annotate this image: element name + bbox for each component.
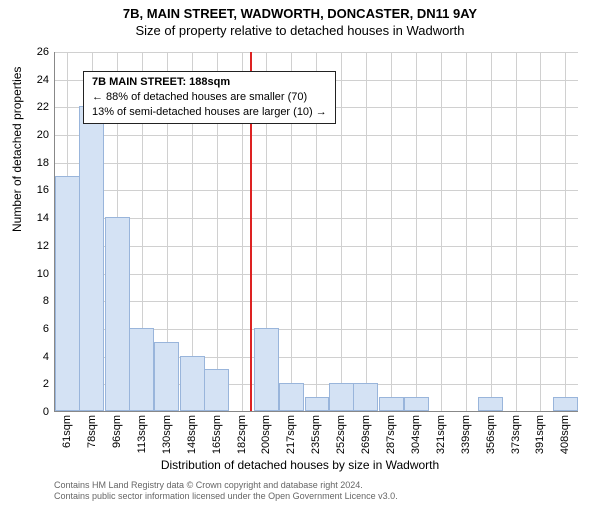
y-tick-label: 10 (37, 268, 49, 280)
x-tick-label: 113sqm (136, 415, 148, 453)
gridline-vertical (416, 52, 417, 411)
x-tick-label: 165sqm (211, 415, 223, 454)
histogram-bar (478, 397, 503, 411)
x-tick-label: 200sqm (260, 415, 272, 454)
histogram-bar (329, 383, 354, 411)
gridline-vertical (366, 52, 367, 411)
annotation-line-smaller: ← 88% of detached houses are smaller (70… (92, 90, 327, 105)
histogram-bar (305, 397, 330, 411)
histogram-bar (154, 342, 179, 411)
footer-attribution: Contains HM Land Registry data © Crown c… (54, 480, 398, 502)
gridline-vertical (540, 52, 541, 411)
histogram-bar (204, 369, 229, 411)
histogram-bar (79, 106, 104, 411)
x-tick-label: 408sqm (559, 415, 571, 454)
y-tick-label: 12 (37, 240, 49, 252)
y-axis-label: Number of detached properties (10, 67, 24, 232)
x-tick-label: 61sqm (61, 415, 73, 448)
y-tick-label: 2 (43, 378, 49, 390)
x-tick-label: 287sqm (385, 415, 397, 454)
page-subtitle: Size of property relative to detached ho… (0, 23, 600, 38)
x-tick-label: 339sqm (460, 415, 472, 454)
histogram-bar (129, 328, 154, 411)
footer-line2: Contains public sector information licen… (54, 491, 398, 502)
page-title-address: 7B, MAIN STREET, WADWORTH, DONCASTER, DN… (0, 6, 600, 21)
y-tick-label: 22 (37, 101, 49, 113)
gridline-vertical (466, 52, 467, 411)
x-tick-label: 148sqm (186, 415, 198, 454)
x-tick-label: 217sqm (285, 415, 297, 454)
chart-area: 0246810121416182022242661sqm78sqm96sqm11… (54, 52, 578, 412)
x-tick-label: 96sqm (111, 415, 123, 448)
histogram-bar (279, 383, 304, 411)
histogram-bar (180, 356, 205, 411)
x-tick-label: 78sqm (86, 415, 98, 448)
histogram-bar (353, 383, 378, 411)
y-tick-label: 18 (37, 157, 49, 169)
histogram-bar (254, 328, 279, 411)
y-tick-label: 16 (37, 184, 49, 196)
footer-line1: Contains HM Land Registry data © Crown c… (54, 480, 398, 491)
histogram-bar (404, 397, 429, 411)
x-axis-label: Distribution of detached houses by size … (0, 458, 600, 472)
x-tick-label: 269sqm (360, 415, 372, 454)
x-tick-label: 252sqm (335, 415, 347, 454)
x-tick-label: 356sqm (485, 415, 497, 454)
y-tick-label: 26 (37, 46, 49, 58)
annotation-line-larger: 13% of semi-detached houses are larger (… (92, 105, 327, 120)
y-tick-label: 14 (37, 212, 49, 224)
annotation-title: 7B MAIN STREET: 188sqm (92, 75, 327, 90)
x-tick-label: 130sqm (161, 415, 173, 454)
x-tick-label: 304sqm (410, 415, 422, 454)
y-tick-label: 20 (37, 129, 49, 141)
histogram-bar (379, 397, 404, 411)
gridline-vertical (491, 52, 492, 411)
y-tick-label: 24 (37, 74, 49, 86)
x-tick-label: 391sqm (534, 415, 546, 454)
gridline-vertical (441, 52, 442, 411)
y-tick-label: 0 (43, 406, 49, 418)
y-tick-label: 8 (43, 295, 49, 307)
gridline-vertical (341, 52, 342, 411)
x-tick-label: 235sqm (310, 415, 322, 454)
gridline-vertical (516, 52, 517, 411)
plot-area: 0246810121416182022242661sqm78sqm96sqm11… (54, 52, 578, 412)
histogram-bar (105, 217, 130, 411)
y-tick-label: 4 (43, 351, 49, 363)
x-tick-label: 182sqm (236, 415, 248, 454)
x-tick-label: 373sqm (510, 415, 522, 454)
annotation-box: 7B MAIN STREET: 188sqm← 88% of detached … (83, 71, 336, 124)
gridline-vertical (565, 52, 566, 411)
y-tick-label: 6 (43, 323, 49, 335)
gridline-vertical (391, 52, 392, 411)
histogram-bar (55, 176, 80, 411)
x-tick-label: 321sqm (435, 415, 447, 454)
histogram-bar (553, 397, 578, 411)
